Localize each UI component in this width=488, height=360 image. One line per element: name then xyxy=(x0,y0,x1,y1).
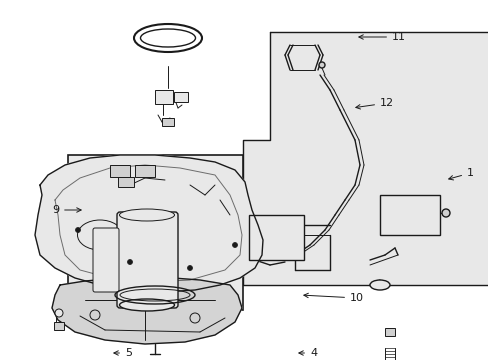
Text: 6: 6 xyxy=(0,359,1,360)
Text: 8: 8 xyxy=(0,359,1,360)
Text: 5: 5 xyxy=(114,348,132,358)
Bar xyxy=(174,92,187,102)
Polygon shape xyxy=(243,32,488,285)
Bar xyxy=(135,165,155,177)
Text: 1: 1 xyxy=(448,168,473,180)
Circle shape xyxy=(75,228,81,233)
Bar xyxy=(162,118,174,126)
Bar xyxy=(118,177,134,187)
Circle shape xyxy=(232,243,237,248)
FancyBboxPatch shape xyxy=(117,212,178,308)
Circle shape xyxy=(318,62,325,68)
Ellipse shape xyxy=(119,209,174,221)
Bar xyxy=(379,195,439,235)
Bar xyxy=(384,328,394,336)
Bar xyxy=(248,215,304,260)
Polygon shape xyxy=(35,155,263,292)
Ellipse shape xyxy=(119,299,174,311)
Bar xyxy=(155,90,173,104)
FancyBboxPatch shape xyxy=(93,228,119,292)
Text: 3: 3 xyxy=(0,359,1,360)
Text: 12: 12 xyxy=(355,98,393,109)
Text: 10: 10 xyxy=(303,293,363,303)
Circle shape xyxy=(441,209,449,217)
Circle shape xyxy=(55,309,63,317)
Text: 4: 4 xyxy=(298,348,317,358)
Text: 7: 7 xyxy=(0,359,1,360)
Text: 9: 9 xyxy=(52,205,81,215)
Bar xyxy=(54,322,64,330)
Text: 2: 2 xyxy=(0,359,1,360)
Circle shape xyxy=(187,266,192,270)
Polygon shape xyxy=(52,277,242,344)
Bar xyxy=(110,165,130,177)
Text: 8: 8 xyxy=(0,359,1,360)
Circle shape xyxy=(127,260,132,265)
Ellipse shape xyxy=(369,280,389,290)
Bar xyxy=(68,155,243,310)
Text: 11: 11 xyxy=(358,32,405,42)
